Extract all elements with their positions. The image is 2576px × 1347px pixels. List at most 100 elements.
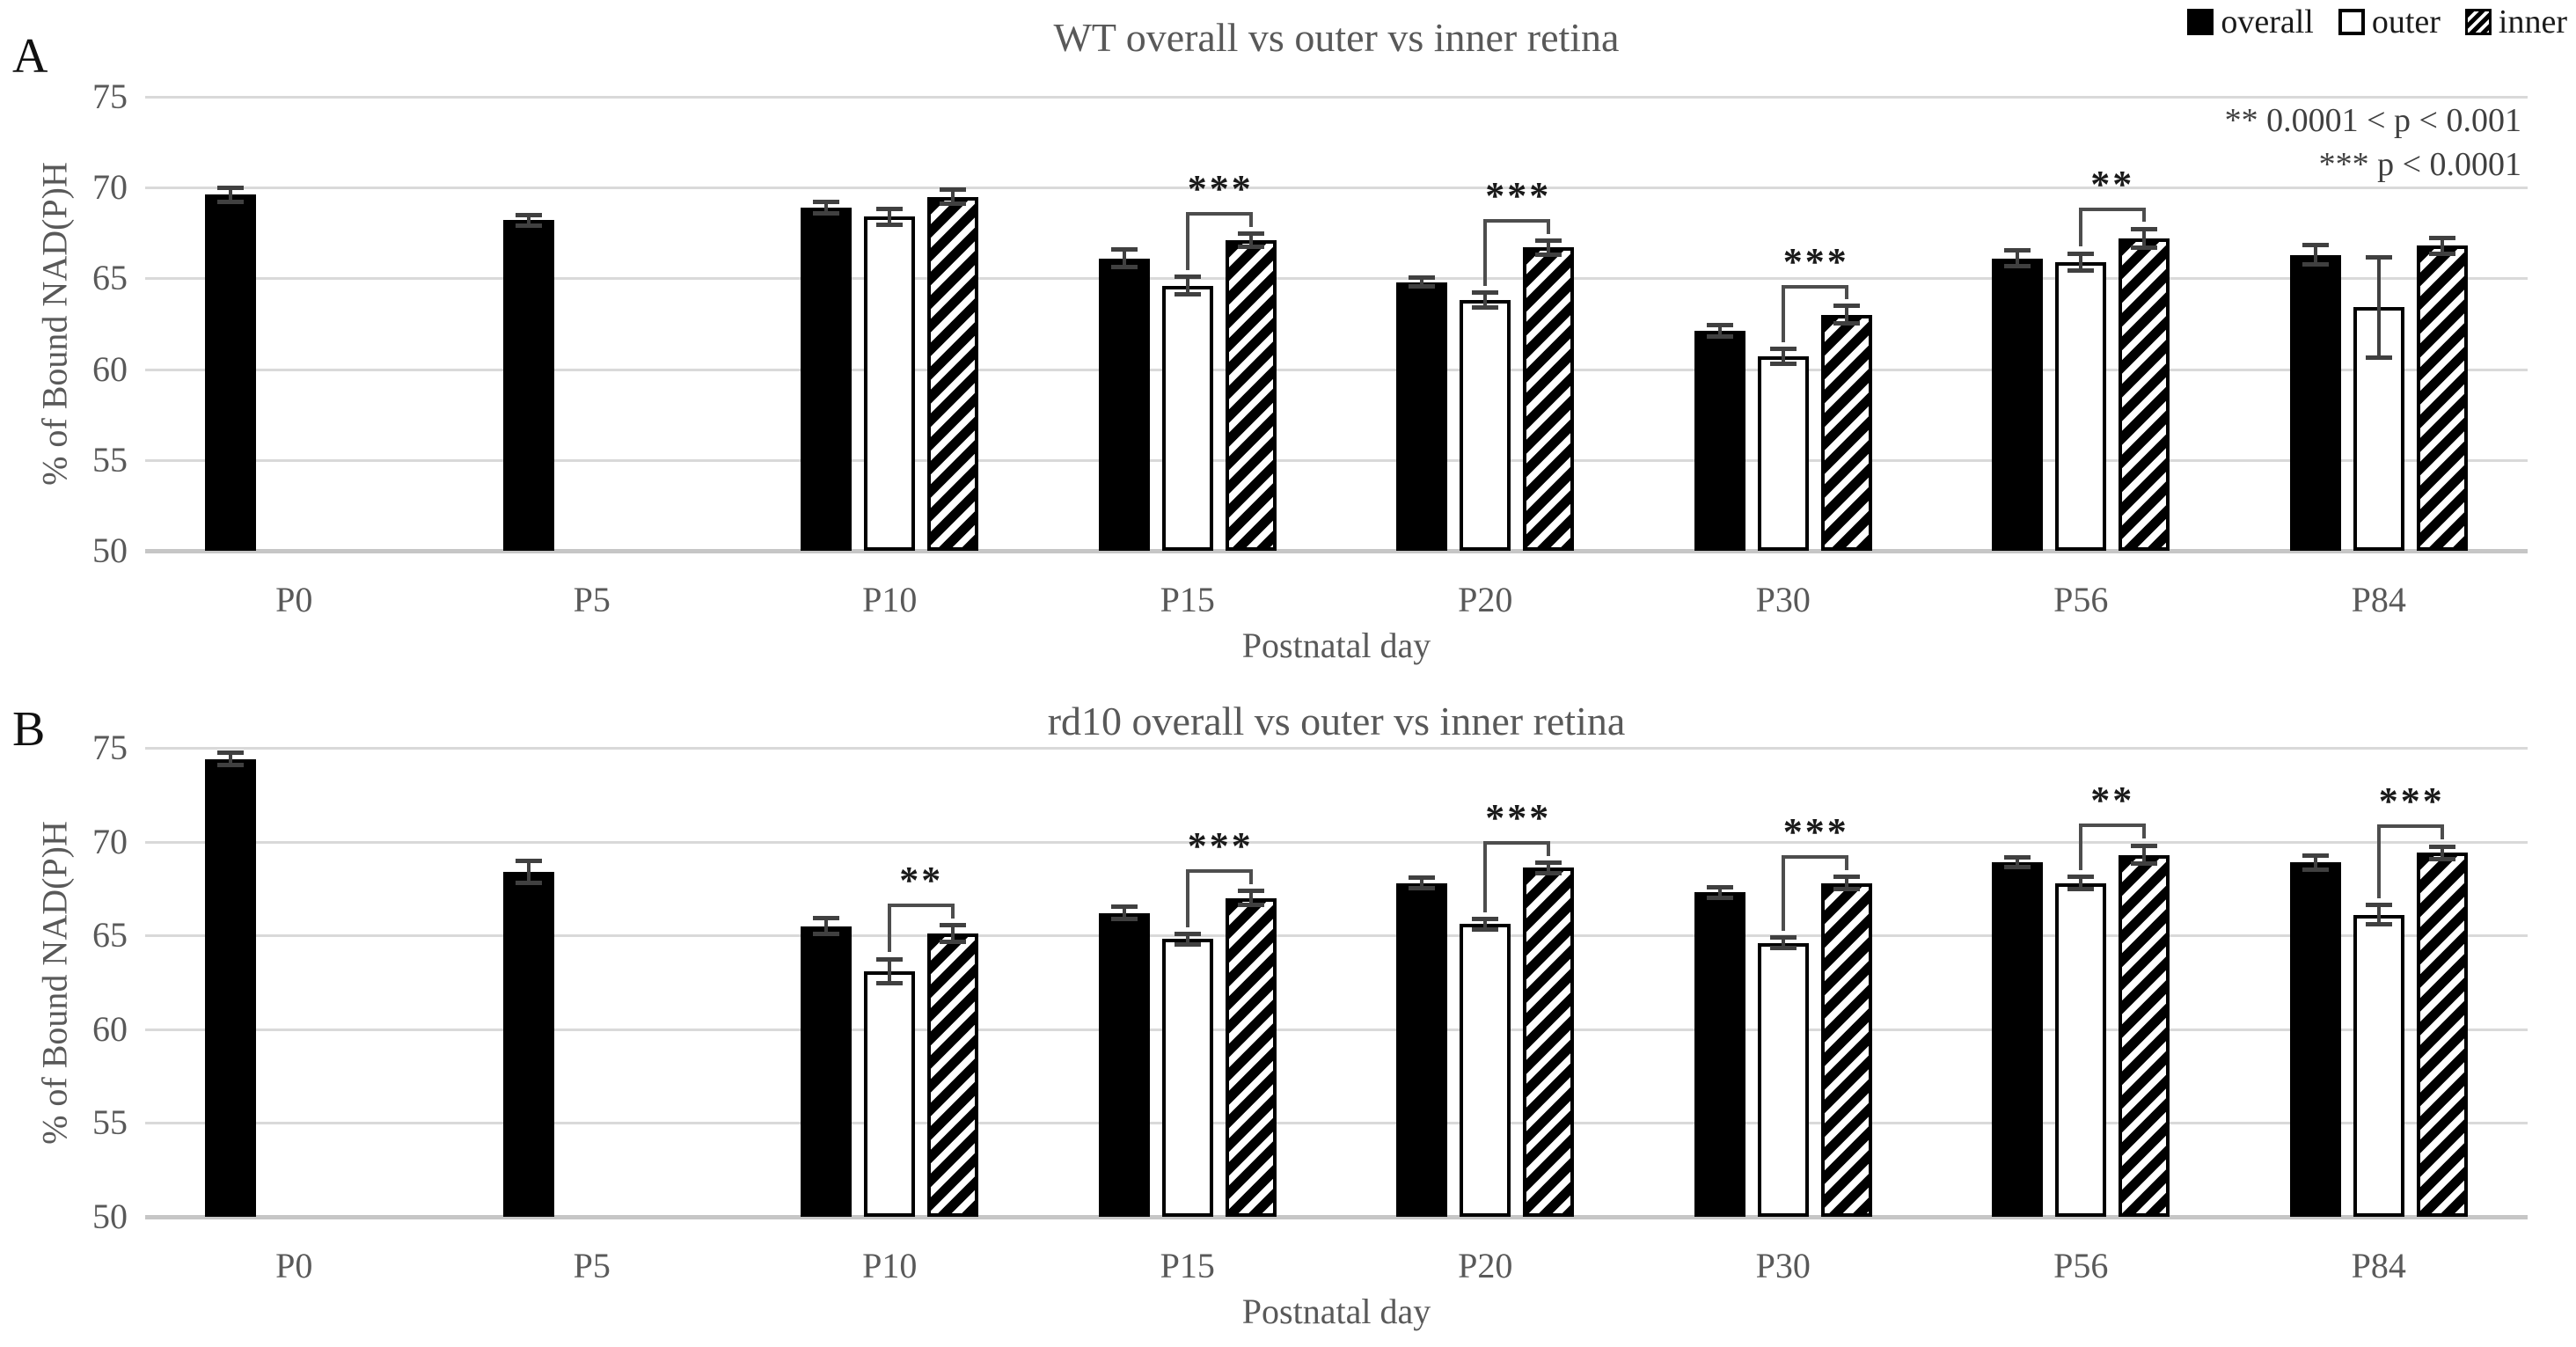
error-bar-outer-P15 [1185, 276, 1189, 295]
error-cap-bottom-outer-P56 [2067, 886, 2095, 891]
error-cap-bottom-inner-P15 [1237, 245, 1264, 250]
significance-bracket-left-P20 [1483, 840, 1488, 912]
gridline-75 [145, 747, 2528, 750]
significance-bracket-left-P56 [2079, 824, 2083, 870]
error-cap-top-inner-P15 [1237, 231, 1264, 236]
error-cap-bottom-inner-P84 [2428, 856, 2455, 861]
x-tick-label-P84: P84 [2351, 1246, 2406, 1285]
bar-outer-P30 [1757, 356, 1809, 551]
y-tick-label-75: 75 [92, 728, 128, 767]
y-tick-label-60: 60 [92, 348, 128, 389]
x-tick-label-P56: P56 [2053, 1246, 2109, 1285]
panel-b-title: rd10 overall vs outer vs inner retina [1047, 699, 1626, 743]
panel-b-x-axis-title: Postnatal day [1241, 1292, 1431, 1331]
significance-bracket-top-P30 [1781, 284, 1848, 289]
error-cap-top-overall-P20 [1409, 275, 1436, 281]
panel-b-letter: B [12, 702, 46, 757]
bar-overall-P10 [801, 207, 853, 551]
error-bar-inner-P56 [2142, 228, 2147, 249]
gridline-70 [145, 187, 2528, 190]
bar-inner-P30 [1820, 314, 1872, 551]
error-bar-overall-P56 [2016, 250, 2020, 267]
error-bar-overall-P56 [2016, 856, 2020, 868]
significance-bracket-top-P15 [1185, 212, 1253, 216]
x-tick-label-P15: P15 [1160, 580, 1215, 619]
bar-outer-P15 [1161, 939, 1213, 1217]
bar-overall-P15 [1098, 912, 1150, 1217]
error-cap-bottom-inner-P30 [1833, 886, 1860, 891]
significance-stars-P10: ** [899, 858, 944, 902]
gridline-50 [145, 549, 2528, 553]
error-bar-inner-P10 [951, 189, 955, 204]
x-tick-label-P30: P30 [1755, 1246, 1811, 1285]
error-cap-bottom-overall-P56 [2004, 263, 2031, 268]
error-bar-inner-P15 [1248, 890, 1253, 906]
y-tick-label-65: 65 [92, 258, 128, 298]
error-bar-inner-P30 [1844, 305, 1848, 324]
bar-inner-P15 [1225, 240, 1277, 551]
x-tick-label-P0: P0 [275, 580, 313, 619]
error-cap-top-inner-P15 [1237, 889, 1264, 894]
error-cap-top-overall-P5 [515, 213, 542, 218]
error-bar-inner-P15 [1248, 232, 1253, 248]
panel-a: A WT overall vs outer vs inner retina % … [0, 0, 2576, 673]
bar-inner-P15 [1225, 897, 1277, 1217]
y-tick-label-70: 70 [92, 821, 128, 861]
error-cap-bottom-inner-P20 [1535, 870, 1562, 875]
x-tick-label-P56: P56 [2053, 580, 2109, 619]
bar-outer-P20 [1460, 300, 1511, 551]
error-bar-overall-P20 [1420, 877, 1424, 889]
error-bar-inner-P20 [1547, 862, 1551, 874]
significance-key-line1: ** 0.0001 < p < 0.001 [2224, 102, 2521, 139]
error-bar-outer-P56 [2079, 253, 2083, 272]
error-bar-outer-P10 [888, 958, 892, 984]
error-cap-top-outer-P20 [1472, 917, 1499, 921]
bar-inner-P20 [1523, 867, 1575, 1217]
bar-inner-P10 [927, 933, 979, 1217]
error-cap-top-overall-P15 [1110, 904, 1138, 910]
panel-b-y-axis-title: % of Bound NAD(P)H [34, 820, 75, 1145]
error-cap-top-outer-P56 [2067, 875, 2095, 880]
error-cap-top-overall-P84 [2302, 853, 2329, 858]
error-cap-top-outer-P30 [1769, 935, 1797, 941]
error-cap-top-overall-P10 [813, 915, 840, 920]
bar-overall-P84 [2289, 862, 2341, 1217]
error-cap-bottom-inner-P84 [2428, 251, 2455, 256]
bar-overall-P30 [1694, 331, 1745, 551]
panel-a-title: WT overall vs outer vs inner retina [1053, 15, 1620, 60]
error-bar-outer-P15 [1185, 933, 1189, 945]
bar-overall-P56 [1992, 862, 2044, 1217]
error-cap-top-inner-P20 [1535, 860, 1562, 866]
x-tick-label-P84: P84 [2351, 580, 2406, 619]
legend-swatch-open-icon [2338, 9, 2365, 35]
gridline-55 [145, 458, 2528, 462]
error-bar-overall-P5 [526, 215, 531, 226]
gridline-65 [145, 277, 2528, 281]
error-bar-outer-P84 [2376, 256, 2381, 359]
error-bar-outer-P56 [2079, 876, 2083, 889]
error-cap-bottom-overall-P30 [1706, 895, 1733, 900]
error-cap-bottom-overall-P10 [813, 211, 840, 216]
gridline-50 [145, 1215, 2528, 1219]
bar-overall-P56 [1992, 258, 2044, 551]
error-cap-bottom-overall-P15 [1110, 265, 1138, 270]
bar-outer-P10 [864, 216, 916, 551]
x-tick-label-P20: P20 [1458, 580, 1513, 619]
error-cap-top-inner-P30 [1833, 875, 1860, 880]
error-bar-overall-P15 [1122, 249, 1126, 267]
x-tick-label-P30: P30 [1755, 580, 1811, 619]
significance-bracket-left-P30 [1781, 284, 1785, 342]
significance-stars-P15: *** [1187, 167, 1254, 211]
error-cap-top-overall-P56 [2004, 248, 2031, 253]
chart-legend: overall outer inner [2187, 5, 2567, 39]
y-tick-label-75: 75 [92, 77, 128, 116]
x-tick-label-P5: P5 [573, 1246, 611, 1285]
error-cap-bottom-inner-P10 [940, 939, 967, 944]
significance-stars-P56: ** [2090, 162, 2135, 206]
bar-inner-P30 [1820, 882, 1872, 1217]
significance-stars-P20: *** [1485, 795, 1552, 839]
x-tick-label-P20: P20 [1458, 1246, 1513, 1285]
error-cap-bottom-outer-P84 [2365, 355, 2392, 361]
plot-area-b: 75 70 65 60 55 50 P0 P5 P10 P15 P20 P30 P56 P84 ** *** *… [92, 728, 2528, 1285]
